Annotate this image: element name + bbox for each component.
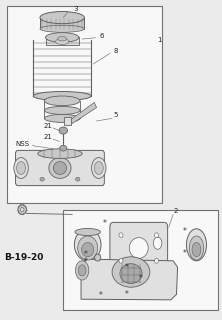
Text: *: * [83,250,87,259]
Ellipse shape [189,236,204,260]
Text: 3: 3 [73,6,78,12]
Ellipse shape [186,229,206,261]
Text: *: * [182,227,186,236]
Text: 5: 5 [113,112,118,118]
Ellipse shape [112,257,150,287]
Ellipse shape [60,145,67,151]
Text: *: * [125,263,129,272]
Text: *: * [102,219,106,228]
Bar [63,210,218,310]
Ellipse shape [44,114,80,122]
Ellipse shape [44,106,80,114]
Polygon shape [81,259,178,300]
FancyBboxPatch shape [16,150,104,186]
Text: 6: 6 [100,33,104,39]
Ellipse shape [75,228,100,236]
Ellipse shape [49,157,71,179]
Ellipse shape [74,229,101,261]
Bar [7,6,162,203]
Ellipse shape [38,149,82,158]
Ellipse shape [40,25,84,32]
Text: 1: 1 [158,36,162,43]
Ellipse shape [94,162,103,174]
Ellipse shape [20,208,24,212]
Ellipse shape [53,162,67,174]
Text: *: * [83,257,87,266]
Ellipse shape [91,157,106,179]
Ellipse shape [192,243,201,257]
Ellipse shape [155,259,159,263]
Text: 2: 2 [173,208,178,214]
Ellipse shape [78,236,98,260]
Ellipse shape [59,127,67,134]
Ellipse shape [17,162,26,174]
Ellipse shape [40,177,44,181]
Ellipse shape [155,233,159,237]
Polygon shape [71,102,97,124]
Text: *: * [99,291,103,300]
Ellipse shape [119,259,123,263]
FancyBboxPatch shape [110,222,168,274]
Ellipse shape [56,39,69,44]
Ellipse shape [153,237,162,249]
Ellipse shape [120,264,142,284]
Text: *: * [139,274,143,283]
Text: NSS: NSS [15,140,29,147]
Ellipse shape [75,177,80,181]
Ellipse shape [58,36,67,41]
Bar [40,18,84,29]
Ellipse shape [81,243,94,257]
Ellipse shape [14,157,28,179]
Ellipse shape [119,233,123,237]
Text: 21: 21 [43,134,52,140]
Bar [46,37,79,45]
Text: *: * [182,249,186,258]
Text: 21: 21 [43,123,52,129]
Ellipse shape [40,12,84,24]
Bar [64,117,71,125]
Text: 8: 8 [113,48,118,54]
Ellipse shape [18,205,26,214]
Ellipse shape [33,92,91,100]
Text: *: * [125,290,129,299]
Ellipse shape [75,261,89,280]
Ellipse shape [129,237,148,259]
Ellipse shape [78,265,86,276]
Ellipse shape [46,33,79,42]
Ellipse shape [95,254,101,261]
Text: B-19-20: B-19-20 [4,253,44,262]
Ellipse shape [150,232,166,255]
Ellipse shape [44,96,80,106]
